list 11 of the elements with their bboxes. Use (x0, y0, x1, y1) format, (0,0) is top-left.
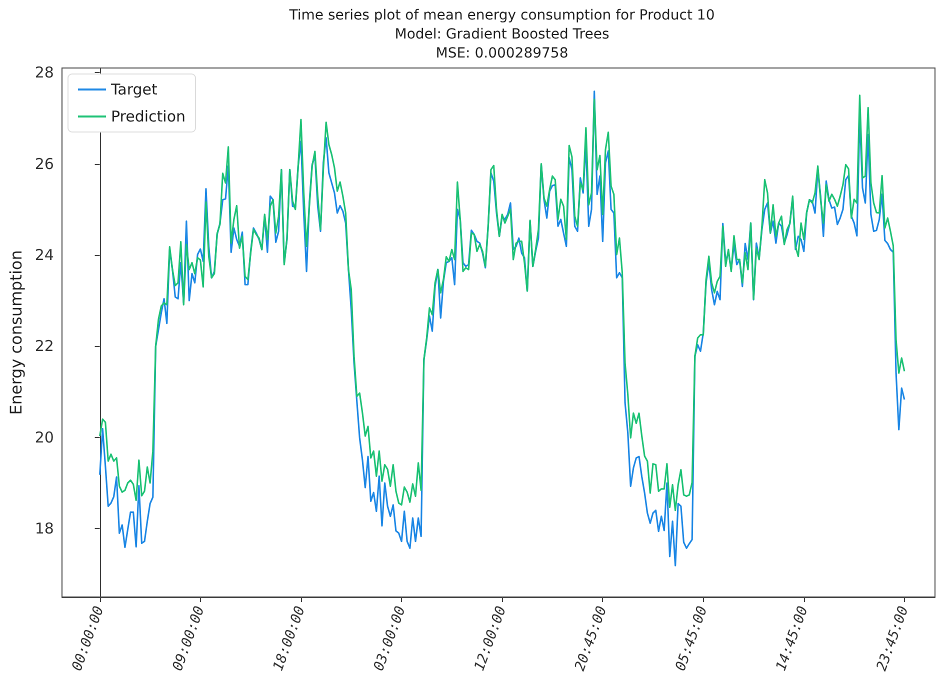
y-tick-label: 20 (34, 428, 54, 446)
legend-label: Target (110, 80, 158, 98)
y-tick-label: 28 (34, 64, 54, 82)
chart-subtitle: Model: Gradient Boosted Trees MSE: 0.000289758 (394, 26, 610, 62)
y-axis-title: Energy consumption (6, 250, 26, 415)
chart-title: Time series plot of mean energy consumption for Product 10 (288, 8, 715, 24)
y-tick-label: 22 (34, 337, 54, 356)
y-tick-label: 26 (34, 154, 54, 173)
y-tick-label: 24 (34, 246, 54, 264)
legend-label: Prediction (111, 108, 186, 126)
y-tick-label: 18 (34, 520, 54, 538)
